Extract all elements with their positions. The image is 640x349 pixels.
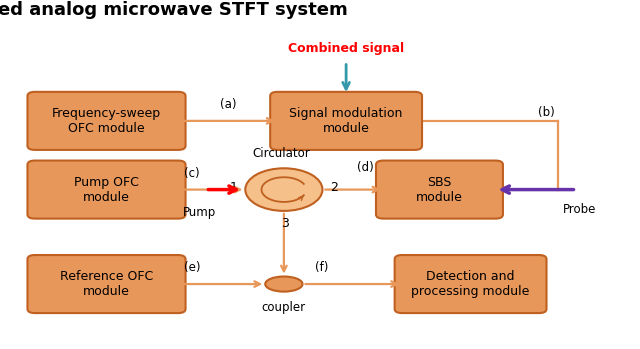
Text: Probe: Probe: [563, 203, 596, 216]
Text: Circulator: Circulator: [252, 147, 310, 160]
Text: (b): (b): [538, 106, 555, 119]
Text: Pump OFC
module: Pump OFC module: [74, 176, 139, 203]
Text: (f): (f): [315, 261, 328, 274]
Text: Reference OFC
module: Reference OFC module: [60, 270, 153, 298]
Text: Combined signal: Combined signal: [288, 42, 404, 55]
Text: (d): (d): [357, 161, 374, 174]
Text: SBS
module: SBS module: [416, 176, 463, 203]
Text: ed analog microwave STFT system: ed analog microwave STFT system: [0, 1, 348, 18]
Text: 3: 3: [281, 217, 289, 230]
Text: coupler: coupler: [262, 301, 306, 314]
Text: 2: 2: [330, 181, 338, 194]
Text: (c): (c): [184, 167, 200, 180]
Text: (a): (a): [220, 98, 236, 111]
FancyBboxPatch shape: [28, 255, 186, 313]
FancyBboxPatch shape: [376, 161, 503, 218]
Text: Detection and
processing module: Detection and processing module: [412, 270, 530, 298]
Text: 1: 1: [230, 181, 238, 194]
Text: Pump: Pump: [182, 206, 216, 219]
Ellipse shape: [265, 276, 303, 292]
FancyBboxPatch shape: [28, 92, 186, 150]
FancyBboxPatch shape: [28, 161, 186, 218]
FancyBboxPatch shape: [270, 92, 422, 150]
Text: Frequency-sweep
OFC module: Frequency-sweep OFC module: [52, 107, 161, 135]
Text: (e): (e): [184, 261, 201, 274]
Circle shape: [245, 168, 323, 211]
FancyBboxPatch shape: [395, 255, 547, 313]
Text: Signal modulation
module: Signal modulation module: [289, 107, 403, 135]
